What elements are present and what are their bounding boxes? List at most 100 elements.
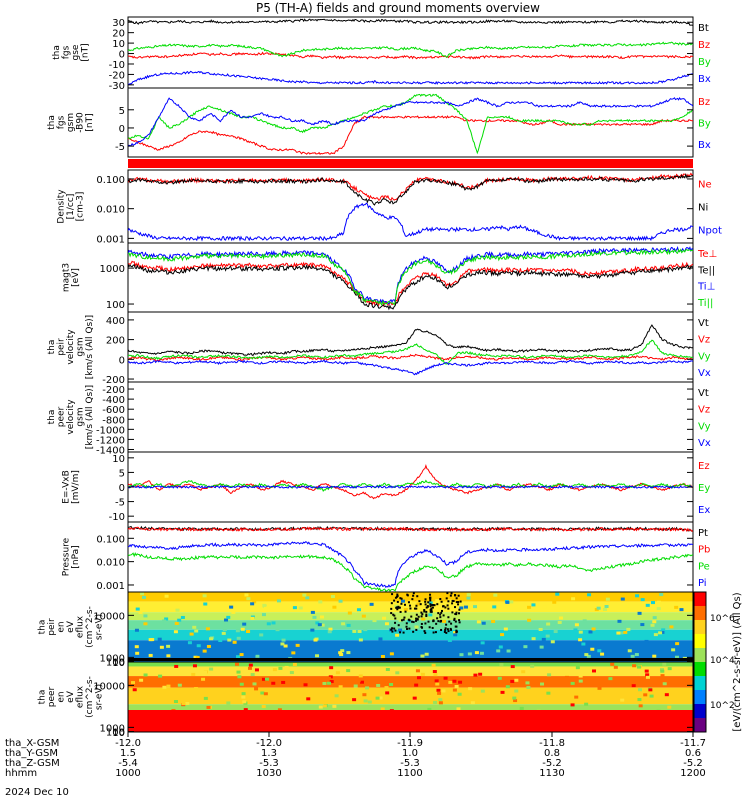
- peir-spectrogram-dropout: [444, 628, 447, 631]
- peir-spectrogram-cell: [159, 645, 164, 649]
- peer-spectrogram-cell: [547, 673, 552, 677]
- peir-spectrogram-dropout: [424, 598, 427, 601]
- y-tick-label: 5: [119, 468, 125, 479]
- peir-spectrogram-cell: [679, 608, 684, 612]
- peer-spectrogram-cell: [631, 684, 636, 688]
- peir-spectrogram-cell: [148, 653, 153, 657]
- peir-spectrogram-cell: [340, 649, 345, 653]
- peir-spectrogram-cell: [653, 633, 658, 637]
- peer-spectrogram-cell: [452, 688, 457, 692]
- peer-spectrogram-cell: [277, 708, 282, 712]
- peir-spectrogram-cell: [347, 611, 352, 615]
- peir-spectrogram-cell: [341, 622, 346, 626]
- peer-spectrogram-band: [128, 687, 693, 705]
- y-tick-label: -10: [109, 512, 125, 523]
- peir-spectrogram-cell: [583, 637, 588, 641]
- y-tick-label: 30: [112, 18, 125, 29]
- peer-spectrogram-cell: [526, 686, 531, 690]
- y-tick-label: -200: [102, 385, 125, 396]
- peer-spectrogram-cell: [660, 696, 665, 700]
- peir-spectrogram-dropout: [400, 602, 403, 605]
- peir-spectrogram-cell: [357, 629, 362, 633]
- pressure-legend-pb: Pb: [698, 545, 710, 556]
- peir-spectrogram-dropout: [420, 611, 423, 614]
- peer-spectrogram-cell: [499, 663, 504, 667]
- peir-spectrogram-cell: [162, 619, 167, 623]
- peir-spectrogram-cell: [192, 625, 197, 629]
- peir-spectrogram-dropout: [454, 612, 457, 615]
- y-tick-label: -5: [115, 498, 125, 509]
- peir-spectrogram-dropout: [458, 619, 461, 622]
- peir-spectrogram-cell: [356, 608, 361, 612]
- peir-spectrogram-cell: [315, 654, 320, 658]
- peir-spectrogram-cell: [660, 630, 665, 634]
- peer-spectrogram-cell: [326, 676, 331, 680]
- fgs-gsm-b90-series-bz: [128, 115, 693, 155]
- peir-velocity-legend-vx: Vx: [698, 368, 711, 379]
- peer-spectrogram-cell: [376, 683, 381, 687]
- peir-spectrogram-dropout: [451, 611, 454, 614]
- peir-spectrogram-cell: [571, 597, 576, 601]
- peir-spectrogram-cell: [229, 605, 234, 609]
- peir-spectrogram-cell: [175, 608, 180, 612]
- peir-spectrogram-dropout: [407, 618, 410, 621]
- peer-spectrogram-cell: [193, 686, 198, 690]
- peer-spectrogram-cell: [578, 674, 583, 678]
- peer-spectrogram-cell: [264, 677, 269, 681]
- e-field-ylabel-line: [mV/m]: [71, 470, 81, 504]
- peer-spectrogram-cell: [635, 679, 640, 683]
- peir-spectrogram-cell: [138, 610, 143, 614]
- e-field-panel: 10 5 0 -5 -10 E=-VxB [mV/m] Ez Ey Ex: [61, 451, 710, 523]
- peir-spectrogram-cell: [292, 606, 297, 610]
- fgs-gse-ylabel-line: [nT]: [80, 43, 90, 61]
- x-row-value: -12.0: [256, 738, 282, 749]
- peir-spectrogram-dropout: [444, 627, 447, 630]
- peir-spectrogram-dropout: [446, 604, 449, 607]
- peer-velocity-legend-vy: Vy: [698, 421, 711, 432]
- peir-spectrogram-dropout: [411, 598, 414, 601]
- peir-spectrogram-dropout: [397, 605, 400, 608]
- fgs-gse-ylabel-line: fgs: [61, 45, 71, 59]
- peir-spectrogram-cell: [320, 623, 325, 627]
- peer-spectrogram-cell: [514, 689, 519, 693]
- plot-title: P5 (TH-A) fields and ground moments over…: [256, 1, 540, 15]
- pressure-series-pb: [128, 526, 693, 533]
- y-tick-label: 10000: [93, 611, 125, 622]
- peir-spectrogram-dropout: [426, 605, 429, 608]
- fgs-gsm-b90-ylabel: tha fgs gsm -B90 [nT]: [47, 112, 95, 133]
- y-tick-label: -1200: [96, 435, 125, 446]
- peer-spectrogram-cell: [174, 664, 179, 668]
- peer-spectrogram-cell: [203, 670, 208, 674]
- peir-spectrogram-cell: [358, 638, 363, 642]
- peir-spectrogram-dropout: [446, 628, 449, 631]
- peer-spectrogram-cell: [643, 693, 648, 697]
- fgs-gsm-b90-ylabel-line: -B90: [76, 112, 86, 133]
- peir-spectrogram-dropout: [419, 603, 422, 606]
- peer-spectrogram-cell: [138, 691, 143, 695]
- peer-spectrogram-cell: [505, 685, 510, 689]
- peir-spectrogram-cell: [150, 638, 155, 642]
- peir-spectrogram-dropout: [403, 603, 406, 606]
- e-field-series-ey: [128, 479, 693, 492]
- peir-spectrogram-cell: [196, 644, 201, 648]
- peir-spectrogram-dropout: [449, 594, 452, 597]
- peir-spectrogram-cell: [620, 597, 625, 601]
- peir-spectrogram-cell: [138, 633, 143, 637]
- peer-spectrogram-cell: [433, 673, 438, 677]
- peir-spectrogram-dropout: [420, 615, 423, 618]
- colorbar-cell: [694, 718, 706, 733]
- peir-spectrogram-cell: [236, 636, 241, 640]
- peir-spectrogram-cell: [539, 645, 544, 649]
- peir-spectrogram-cell: [332, 605, 337, 609]
- peir-spectrogram-cell: [453, 631, 458, 635]
- x-row-value: -12.0: [115, 738, 141, 749]
- peer-spectrogram-cell: [416, 676, 421, 680]
- peir-spectrogram-dropout: [396, 608, 399, 611]
- peir-spectrogram-cell: [352, 629, 357, 633]
- density-legend-npot: Npot: [698, 225, 722, 236]
- peir-spectrogram-cell: [490, 655, 495, 659]
- peir-spectrogram-dropout: [413, 607, 416, 610]
- peer-spectrogram-cell: [192, 664, 197, 668]
